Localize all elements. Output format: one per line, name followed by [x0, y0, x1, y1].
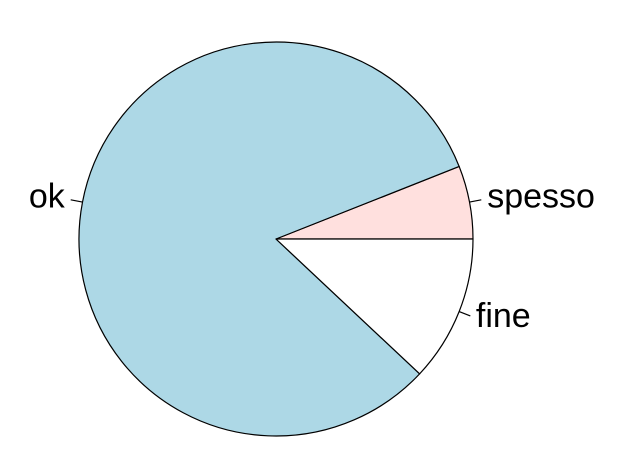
pie-slice-ok	[78, 41, 460, 437]
pie-label-ok: ok	[29, 178, 66, 216]
pie-leader-ok	[70, 199, 83, 203]
pie-slices	[78, 41, 474, 437]
pie-leader-spesso	[469, 199, 482, 203]
pie-slice-fine	[275, 238, 474, 375]
pie-label-fine: fine	[476, 297, 531, 335]
pie-leader-fine	[458, 310, 471, 317]
pie-labels: spesso ok fine	[29, 178, 595, 335]
pie-label-spesso: spesso	[487, 178, 595, 216]
